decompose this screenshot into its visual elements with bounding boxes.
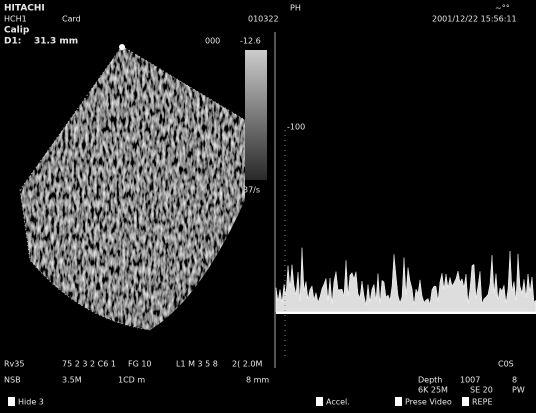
scale-zero: 000 <box>205 37 220 46</box>
status-text: 6K 25M <box>418 386 448 395</box>
status-text: 1CD m <box>118 376 145 385</box>
status-text: FG 10 <box>128 360 152 369</box>
probe: HCH1 <box>4 15 27 24</box>
status-text: 8 mm <box>246 376 269 385</box>
menu-item: Hide 3 <box>18 398 44 407</box>
status-text: SE 20 <box>470 386 493 395</box>
focus-marker <box>119 44 125 50</box>
measure-label: D1: <box>4 37 21 47</box>
status-text: 75 2 3 2 C6 1 <box>62 360 116 369</box>
menu-item: Prese Video <box>405 398 452 407</box>
logo: ~°° <box>495 4 510 13</box>
status-text: NSB <box>4 376 21 385</box>
status-text: C0S <box>498 360 514 369</box>
menu-item: REPE <box>472 398 493 407</box>
menu-item: Accel. <box>326 398 350 407</box>
page: HITACHI HCH1 Card Calip D1: 31.3 mm 000 … <box>0 0 536 413</box>
measure-value: 31.3 mm <box>34 37 78 47</box>
datetime: 2001/12/22 15:56:11 <box>432 15 517 24</box>
doppler-scale-label: -100 <box>287 123 305 132</box>
status-text: 1007 <box>460 376 480 385</box>
status-text: PW <box>512 386 525 395</box>
gray-scale-bar <box>245 50 267 180</box>
status-text: L1 M 3 5 8 <box>176 360 218 369</box>
side-label: 37/s <box>243 186 260 195</box>
status-text: Rv35 <box>4 360 24 369</box>
menu-key <box>8 397 15 406</box>
center-label: PH <box>290 4 301 13</box>
status-text: 2( 2.0M <box>232 360 262 369</box>
menu-key <box>395 397 402 406</box>
preset: Card <box>62 15 81 24</box>
status-text: 8 <box>512 376 517 385</box>
menu-key <box>316 397 323 406</box>
ultrasound-screen: HITACHI HCH1 Card Calip D1: 31.3 mm 000 … <box>0 0 536 413</box>
image-id: 010322 <box>248 15 279 24</box>
mode: Calip <box>4 26 30 36</box>
menu-key <box>462 397 469 406</box>
scale-top: -12.6 <box>240 37 261 46</box>
brand: HITACHI <box>4 4 45 14</box>
status-text: Depth <box>418 376 442 385</box>
status-text: 3.5M <box>62 376 82 385</box>
